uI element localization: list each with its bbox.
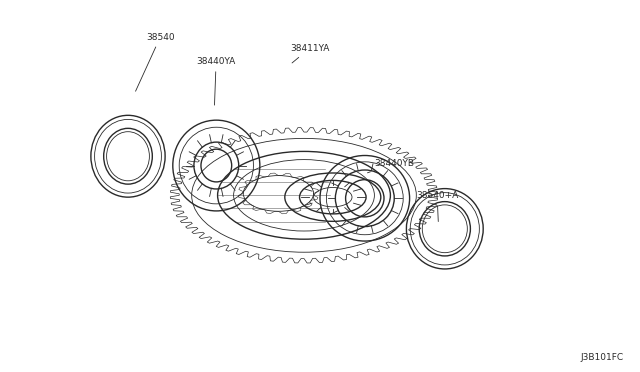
Text: J3B101FC: J3B101FC: [581, 353, 624, 362]
Text: 38411YA: 38411YA: [290, 44, 330, 63]
Text: 38540+A: 38540+A: [416, 191, 458, 222]
Text: 38440YB: 38440YB: [367, 159, 415, 173]
Text: 38440YA: 38440YA: [196, 57, 236, 105]
Text: 38540: 38540: [136, 33, 175, 91]
